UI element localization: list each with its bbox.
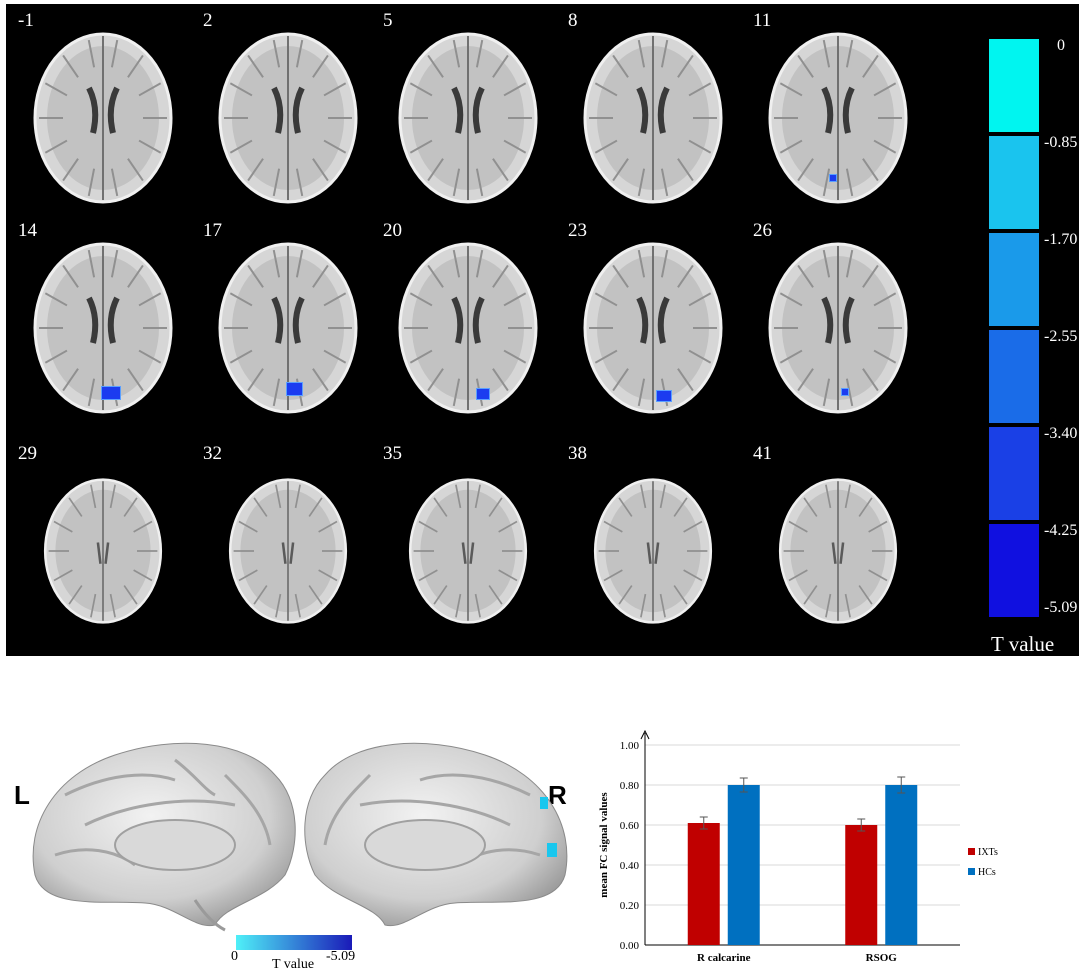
colorbar-tick-label: 0: [1057, 37, 1065, 54]
y-tick-label: 0.00: [620, 940, 640, 952]
colorbar-tick-label: -3.40: [1044, 425, 1078, 442]
slice-z-label: 41: [753, 443, 772, 464]
axial-slice: [751, 26, 926, 210]
colorbar-segment: [989, 233, 1039, 326]
activation-cluster: [476, 388, 490, 400]
left-hemisphere-surface: [32, 742, 296, 932]
colorbar-segment: [989, 524, 1039, 617]
bar: [687, 823, 720, 945]
slice-z-label: 20: [383, 220, 402, 241]
colorbar-tick-label: -2.55: [1044, 328, 1078, 345]
axial-slice: [751, 236, 926, 420]
y-tick-label: 0.20: [620, 900, 640, 912]
colorbar-tick-label: -0.85: [1044, 134, 1078, 151]
legend-label: IXTs: [978, 847, 998, 858]
surface-colorbar-max: -5.09: [326, 949, 356, 964]
slice-z-label: 32: [203, 443, 222, 464]
colorbar-tick-label: -1.70: [1044, 231, 1078, 248]
slice-z-label: 2: [203, 10, 213, 31]
slice-z-label: 35: [383, 443, 402, 464]
activation-cluster: [101, 386, 121, 400]
axial-slice: [566, 236, 741, 420]
colorbar-tick-label: -4.25: [1044, 522, 1078, 539]
legend-label: HCs: [978, 867, 996, 878]
surface-colorbar-min: 0: [231, 949, 238, 964]
bar: [727, 785, 760, 945]
y-tick-label: 0.40: [620, 860, 640, 872]
y-tick-label: 0.80: [620, 780, 640, 792]
surface-colorbar: [236, 935, 352, 950]
colorbar-segment: [989, 39, 1039, 132]
right-hemisphere-surface: [304, 742, 568, 927]
surface-colorbar-title: T value: [272, 957, 315, 972]
slice-z-label: 11: [753, 10, 772, 31]
slice-z-label: 17: [203, 220, 222, 241]
y-axis-arrow: [640, 729, 650, 740]
colorbar-segment: [989, 136, 1039, 229]
slice-z-label: 14: [18, 220, 37, 241]
axial-slice: [201, 459, 376, 643]
right-hemisphere-label: R: [548, 780, 567, 810]
medial-surface-renders: [32, 742, 568, 932]
activation-cluster: [829, 174, 837, 182]
axial-slice: [751, 459, 926, 643]
axial-slice: [381, 26, 556, 210]
axial-slice: [201, 26, 376, 210]
bar: [885, 785, 918, 945]
activation-patch: [540, 797, 548, 809]
slice-z-label: 8: [568, 10, 578, 31]
x-category-label: RSOG: [866, 952, 898, 964]
colorbar-segment: [989, 330, 1039, 423]
activation-cluster: [841, 388, 849, 396]
slice-z-label: 23: [568, 220, 587, 241]
slice-z-label: 29: [18, 443, 37, 464]
fc-bar-chart: 0.00 0.20 0.40 0.60 0.80 1.00 R calcarine RSOG m…: [598, 729, 998, 964]
axial-slice: [381, 236, 556, 420]
left-hemisphere-label: L: [14, 780, 30, 810]
x-category-label: R calcarine: [697, 952, 751, 964]
axial-slice: [566, 26, 741, 210]
slice-z-label: -1: [18, 10, 34, 31]
activation-cluster: [286, 382, 303, 396]
slice-z-label: 38: [568, 443, 587, 464]
activation-patch: [547, 843, 557, 857]
axial-slice: [566, 459, 741, 643]
slice-z-label: 5: [383, 10, 393, 31]
slice-z-label: 26: [753, 220, 772, 241]
y-axis-title: mean FC signal values: [598, 792, 610, 898]
legend-swatch: [968, 848, 975, 855]
axial-slice: [16, 459, 191, 643]
axial-slice: [16, 236, 191, 420]
y-tick-label: 1.00: [620, 740, 640, 752]
colorbar-segment: [989, 427, 1039, 520]
activation-cluster: [656, 390, 672, 402]
y-tick-label: 0.60: [620, 820, 640, 832]
colorbar-title: T value: [991, 632, 1055, 656]
axial-slice: [16, 26, 191, 210]
axial-slices-panel: -1 2 5 8 11 14 17 20 23 26 29 32 35 38 41 0 -0.85 -1.70 -…: [6, 4, 1079, 656]
colorbar-tick-label: -5.09: [1044, 599, 1078, 616]
bar: [845, 825, 878, 945]
axial-slice: [381, 459, 556, 643]
legend-swatch: [968, 868, 975, 875]
